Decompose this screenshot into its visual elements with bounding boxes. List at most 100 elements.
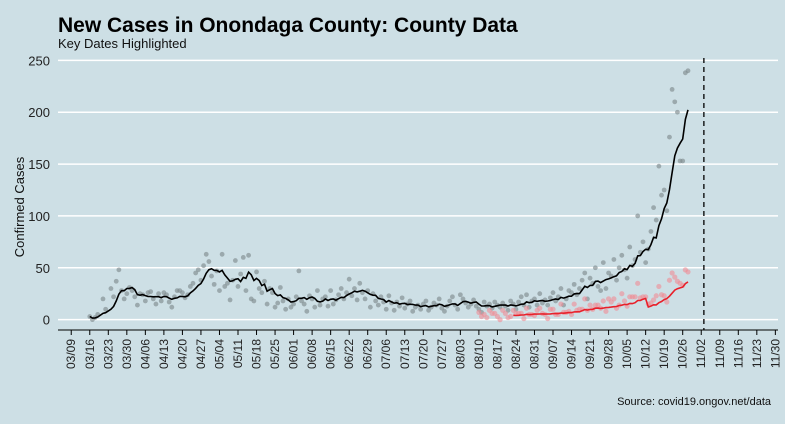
data-point (256, 286, 262, 291)
data-point (243, 288, 249, 293)
data-point (471, 297, 476, 303)
highlight-data-point (550, 306, 556, 312)
data-point (600, 260, 606, 265)
highlight-data-point (672, 274, 678, 280)
data-point (254, 269, 259, 275)
data-point (201, 263, 206, 269)
x-tick-label: 05/11 (231, 339, 245, 368)
data-point (656, 163, 662, 169)
highlight-data-point (661, 293, 667, 299)
data-point (225, 280, 230, 286)
x-tick-label: 04/20 (175, 339, 189, 369)
data-point (317, 302, 323, 308)
x-tick-label: 09/28 (602, 339, 616, 369)
x-tick-label: 06/29 (361, 339, 375, 369)
data-point (108, 286, 114, 291)
data-point (402, 305, 408, 311)
data-point (328, 288, 334, 293)
data-point (113, 278, 119, 284)
chart-title: New Cases in Onondaga County: County Dat… (58, 14, 518, 37)
data-point (153, 301, 159, 307)
data-point (357, 280, 363, 286)
x-tick-label: 04/06 (138, 339, 152, 369)
x-tick-label: 11/23 (750, 339, 764, 368)
x-tick-label: 10/05 (620, 339, 634, 369)
data-point (680, 158, 686, 164)
x-tick-label: 04/27 (194, 339, 208, 369)
data-point (383, 306, 389, 312)
highlight-data-point (653, 293, 659, 299)
y-tick-label: 150 (28, 157, 50, 172)
data-point (616, 265, 622, 271)
data-point (142, 298, 148, 304)
data-point (246, 252, 251, 258)
x-tick-label: 11/30 (768, 339, 782, 368)
data-point (330, 301, 336, 307)
data-point (336, 292, 341, 298)
data-point (296, 268, 302, 274)
data-point (275, 300, 281, 306)
highlight-data-point (650, 297, 657, 303)
data-point (219, 251, 225, 257)
data-point (672, 99, 678, 105)
data-point (373, 298, 379, 304)
x-tick-label: 07/13 (398, 339, 412, 369)
highlight-data-point (603, 308, 609, 314)
highlight-data-point (558, 301, 564, 307)
data-point (653, 217, 659, 223)
x-tick-label: 06/01 (287, 339, 301, 369)
data-point (322, 294, 328, 300)
y-tick-label: 0 (43, 313, 50, 328)
data-point (518, 294, 524, 300)
data-point (640, 239, 646, 245)
data-point (238, 271, 244, 277)
x-tick-label: 03/30 (120, 339, 134, 369)
data-point (450, 294, 455, 300)
county-trend-line (89, 109, 689, 319)
x-tick-label: 03/16 (83, 339, 97, 369)
data-point (116, 267, 122, 273)
data-point (304, 308, 310, 314)
data-point (121, 296, 127, 302)
data-point (391, 307, 397, 313)
data-point (386, 293, 392, 299)
data-point (180, 290, 185, 296)
data-point (135, 302, 140, 308)
data-point (410, 308, 416, 314)
data-point (150, 296, 156, 302)
x-tick-label: 03/23 (101, 339, 115, 369)
x-tick-label: 07/20 (416, 339, 430, 369)
data-point (148, 289, 154, 295)
data-point (232, 258, 238, 263)
data-point (455, 306, 461, 312)
data-point (291, 301, 296, 307)
data-point (280, 298, 286, 304)
data-point (442, 308, 447, 314)
data-point (206, 259, 212, 264)
x-tick-label: 06/22 (342, 339, 356, 369)
highlight-data-point (666, 277, 673, 283)
data-point (346, 276, 352, 282)
x-tick-label: 08/03 (453, 339, 467, 369)
data-point (190, 280, 196, 286)
x-tick-label: 11/16 (731, 339, 745, 368)
highlight-data-point (621, 298, 628, 304)
data-point (217, 288, 222, 293)
data-point (643, 260, 649, 265)
highlight-data-point (502, 310, 508, 317)
highlight-data-point (664, 299, 670, 305)
data-point (235, 284, 241, 289)
data-point (481, 299, 487, 305)
data-point (227, 297, 233, 303)
data-point (124, 291, 130, 297)
x-tick-label: 11/02 (694, 339, 708, 368)
chart-subtitle: Key Dates Highlighted (58, 36, 187, 51)
highlight-data-point (587, 302, 593, 308)
data-point (595, 284, 601, 289)
highlight-data-point (635, 280, 641, 286)
data-point (423, 298, 429, 304)
data-point (132, 294, 138, 300)
data-point (547, 295, 553, 301)
x-tick-label: 05/25 (268, 339, 282, 369)
data-point (315, 288, 320, 293)
